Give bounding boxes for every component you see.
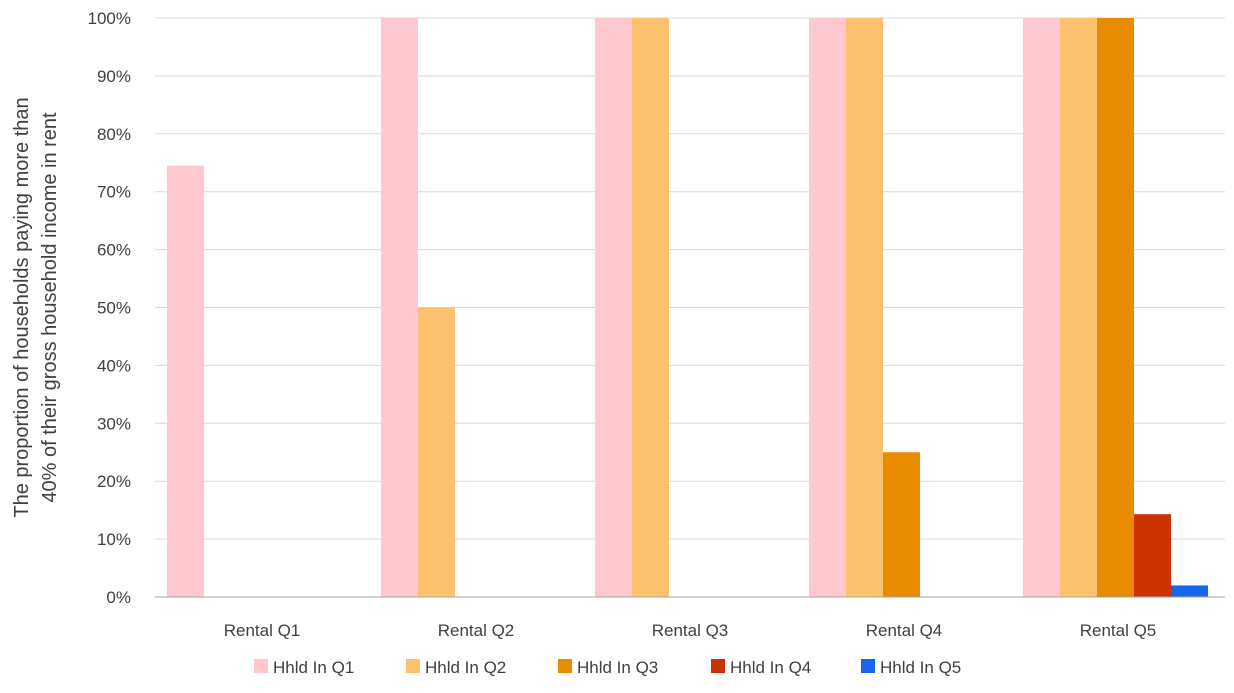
legend-label: Hhld In Q2 <box>425 658 506 677</box>
y-axis-title-line: The proportion of households paying more… <box>11 97 33 517</box>
legend-label: Hhld In Q3 <box>577 658 658 677</box>
y-tick-label: 80% <box>97 125 131 144</box>
legend-label: Hhld In Q4 <box>730 658 811 677</box>
legend-item: Hhld In Q4 <box>711 658 811 677</box>
legend: Hhld In Q1 Hhld In Q2 Hhld In Q3 Hhld In Q4… <box>254 658 961 677</box>
legend-swatch <box>861 659 875 673</box>
y-tick-label: 10% <box>97 530 131 549</box>
bar <box>846 18 883 597</box>
y-tick-label: 50% <box>97 299 131 318</box>
legend-label: Hhld In Q1 <box>273 658 354 677</box>
bar <box>809 18 846 597</box>
y-tick-label: 90% <box>97 67 131 86</box>
legend-swatch <box>558 659 572 673</box>
legend-swatch <box>711 659 725 673</box>
x-category-label: Rental Q4 <box>866 621 943 640</box>
x-category-label: Rental Q1 <box>224 621 301 640</box>
bars <box>167 18 1208 597</box>
legend-item: Hhld In Q2 <box>406 658 506 677</box>
x-category-label: Rental Q5 <box>1080 621 1157 640</box>
bar <box>381 18 418 597</box>
y-axis-title: The proportion of households paying more… <box>11 97 61 517</box>
legend-swatch <box>254 659 268 673</box>
axes: 0% 10% 20% 30% 40% 50% 60% 70% 80% 90% 100% Rental … <box>88 9 1225 640</box>
bar <box>1097 18 1134 597</box>
legend-label: Hhld In Q5 <box>880 658 961 677</box>
bar <box>167 165 204 597</box>
bar <box>883 452 920 597</box>
bar <box>418 307 455 597</box>
bar <box>1023 18 1060 597</box>
bar <box>1134 514 1171 597</box>
y-tick-label: 40% <box>97 356 131 375</box>
bar <box>632 18 669 597</box>
y-tick-label: 30% <box>97 414 131 433</box>
y-tick-label: 60% <box>97 241 131 260</box>
y-tick-label: 100% <box>88 9 131 28</box>
legend-item: Hhld In Q1 <box>254 658 354 677</box>
y-tick-label: 70% <box>97 183 131 202</box>
x-category-label: Rental Q2 <box>438 621 515 640</box>
y-tick-label: 0% <box>106 588 131 607</box>
legend-swatch <box>406 659 420 673</box>
bar <box>1060 18 1097 597</box>
y-tick-label: 20% <box>97 472 131 491</box>
bar <box>1171 585 1208 597</box>
bar <box>595 18 632 597</box>
legend-item: Hhld In Q3 <box>558 658 658 677</box>
y-axis-title-line: 40% of their gross household income in r… <box>39 112 61 503</box>
legend-item: Hhld In Q5 <box>861 658 961 677</box>
x-category-label: Rental Q3 <box>652 621 729 640</box>
